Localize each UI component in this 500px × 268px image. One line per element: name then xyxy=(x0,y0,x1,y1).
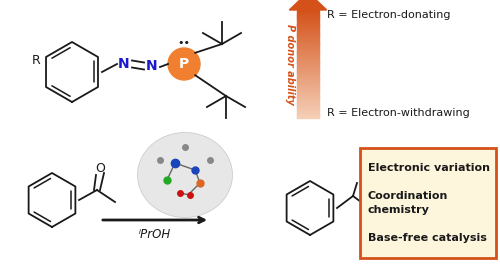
Ellipse shape xyxy=(138,132,232,218)
Bar xyxy=(297,64,319,66)
Polygon shape xyxy=(290,0,327,10)
Bar xyxy=(297,12,319,14)
Text: Coordination
chemistry: Coordination chemistry xyxy=(368,191,448,215)
Bar xyxy=(297,71,319,73)
Text: R = Electron-withdrawing: R = Electron-withdrawing xyxy=(327,108,470,118)
Bar xyxy=(297,79,319,81)
Bar xyxy=(297,53,319,55)
Bar xyxy=(297,84,319,86)
Circle shape xyxy=(168,48,200,80)
Bar xyxy=(297,32,319,34)
Bar xyxy=(297,95,319,97)
Bar xyxy=(297,73,319,75)
Bar xyxy=(297,104,319,106)
Text: P donor ability: P donor ability xyxy=(285,24,295,105)
Bar xyxy=(297,114,319,117)
Text: N: N xyxy=(118,57,130,71)
Bar xyxy=(297,113,319,115)
Text: P: P xyxy=(179,58,189,72)
Text: R = Electron-donating: R = Electron-donating xyxy=(327,10,450,20)
Bar xyxy=(297,87,319,90)
Text: ⁱPrOH: ⁱPrOH xyxy=(139,228,171,240)
Bar xyxy=(297,82,319,84)
Bar xyxy=(297,14,319,16)
Text: OH: OH xyxy=(359,169,378,183)
Text: ••: •• xyxy=(178,38,190,48)
Bar xyxy=(297,68,319,70)
Bar xyxy=(297,39,319,41)
Bar xyxy=(297,93,319,95)
Bar xyxy=(297,21,319,23)
Bar xyxy=(297,102,319,104)
Bar xyxy=(297,24,319,27)
Bar xyxy=(297,116,319,118)
Bar xyxy=(297,17,319,20)
Bar xyxy=(297,15,319,18)
Text: Base-free catalysis: Base-free catalysis xyxy=(368,233,487,243)
Bar xyxy=(297,105,319,108)
Bar xyxy=(297,26,319,28)
Bar xyxy=(297,51,319,54)
Bar xyxy=(297,69,319,72)
Bar xyxy=(297,34,319,36)
Bar xyxy=(297,100,319,102)
Bar xyxy=(297,60,319,63)
Bar xyxy=(297,109,319,111)
Bar xyxy=(297,28,319,30)
Bar xyxy=(297,46,319,48)
Bar xyxy=(297,66,319,68)
Bar xyxy=(297,30,319,32)
Bar xyxy=(297,40,319,43)
Bar xyxy=(297,50,319,52)
Bar xyxy=(297,75,319,77)
Bar xyxy=(297,98,319,100)
Text: Electronic variation: Electronic variation xyxy=(368,163,490,173)
Text: O: O xyxy=(95,162,105,174)
Bar xyxy=(297,35,319,38)
Bar xyxy=(297,89,319,91)
Bar xyxy=(297,111,319,113)
Bar xyxy=(297,57,319,59)
Bar xyxy=(297,44,319,47)
Bar xyxy=(297,48,319,50)
Text: N: N xyxy=(146,59,158,73)
Bar xyxy=(297,10,319,12)
Bar xyxy=(297,59,319,61)
Text: R: R xyxy=(32,54,40,66)
Bar xyxy=(297,85,319,88)
Bar xyxy=(297,77,319,79)
Bar xyxy=(297,37,319,39)
Bar xyxy=(297,107,319,110)
Bar xyxy=(297,19,319,21)
Bar xyxy=(297,80,319,83)
FancyBboxPatch shape xyxy=(360,148,496,258)
Bar xyxy=(297,42,319,45)
Bar xyxy=(297,23,319,25)
Bar xyxy=(297,55,319,57)
Bar xyxy=(297,96,319,99)
Bar xyxy=(297,62,319,65)
Bar xyxy=(297,91,319,93)
